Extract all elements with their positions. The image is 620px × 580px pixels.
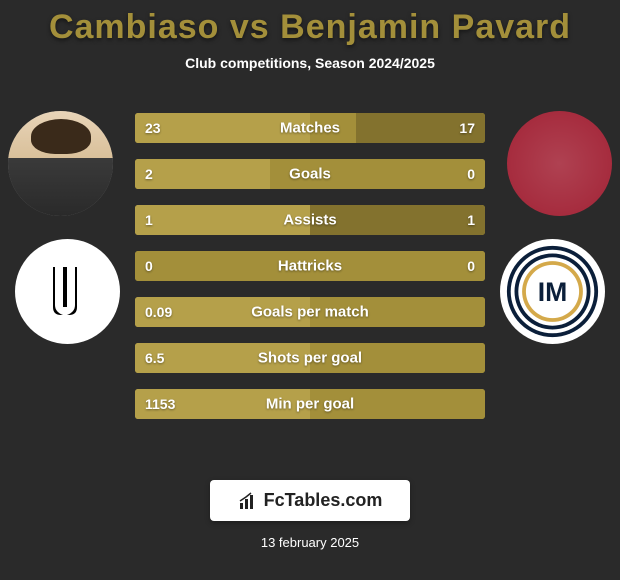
stat-row: 1Assists1: [135, 205, 485, 235]
stats-list: 23Matches172Goals01Assists10Hattricks00.…: [135, 113, 485, 435]
stat-row: 0Hattricks0: [135, 251, 485, 281]
juventus-icon: [33, 257, 103, 327]
stat-row: 6.5Shots per goal: [135, 343, 485, 373]
stat-value-right: 0: [467, 258, 475, 274]
stat-label: Hattricks: [135, 258, 485, 275]
footer: FcTables.com 13 february 2025: [0, 480, 620, 550]
face-placeholder: [8, 111, 113, 216]
stat-row: 2Goals0: [135, 159, 485, 189]
stat-row: 1153Min per goal: [135, 389, 485, 419]
club-left-logo: [15, 239, 120, 344]
stat-row: 0.09Goals per match: [135, 297, 485, 327]
page-subtitle: Club competitions, Season 2024/2025: [0, 55, 620, 71]
stat-label: Goals per match: [135, 304, 485, 321]
stat-label: Matches: [135, 120, 485, 137]
stat-label: Assists: [135, 212, 485, 229]
player-left-avatar: [8, 111, 113, 216]
svg-text:IM: IM: [538, 277, 568, 307]
stat-value-right: 0: [467, 166, 475, 182]
inter-icon: IM: [505, 244, 600, 339]
brand-text: FcTables.com: [264, 490, 383, 510]
stat-row: 23Matches17: [135, 113, 485, 143]
chart-icon: [238, 491, 258, 511]
page-title: Cambiaso vs Benjamin Pavard: [0, 0, 620, 47]
stat-label: Min per goal: [135, 396, 485, 413]
player-right-avatar: [507, 111, 612, 216]
stat-value-right: 17: [459, 120, 475, 136]
brand-badge: FcTables.com: [210, 480, 411, 521]
stat-label: Shots per goal: [135, 350, 485, 367]
stat-value-right: 1: [467, 212, 475, 228]
stat-label: Goals: [135, 166, 485, 183]
club-right-logo: IM: [500, 239, 605, 344]
footer-date: 13 february 2025: [0, 535, 620, 550]
